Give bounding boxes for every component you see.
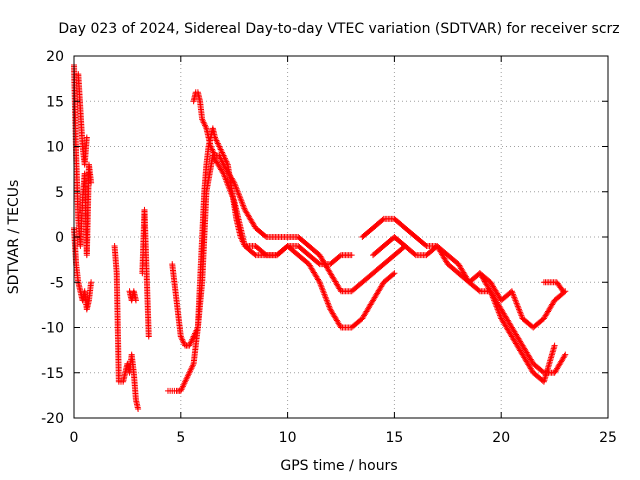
y-tick-label: -20 — [41, 411, 64, 427]
data-points — [71, 62, 569, 412]
series-track-early-rise — [75, 71, 90, 168]
data-point — [315, 260, 322, 267]
data-point — [562, 351, 569, 358]
data-point — [230, 178, 237, 185]
data-point — [559, 287, 566, 294]
y-tick-label: 15 — [46, 94, 64, 110]
x-tick-label: 15 — [385, 430, 403, 446]
axis-ticks: 0 5 10 15 20 25 20 15 10 5 0 -5 -10 -15 -20 — [41, 49, 617, 446]
data-point — [390, 271, 397, 278]
series-track-2h — [111, 243, 142, 412]
x-axis-label: GPS time / hours — [280, 458, 397, 474]
y-tick-label: 0 — [55, 230, 64, 246]
data-point — [348, 252, 355, 259]
data-point — [88, 179, 95, 186]
data-point — [219, 169, 226, 176]
data-point — [135, 405, 142, 412]
x-tick-label: 0 — [70, 430, 79, 446]
x-tick-label: 20 — [492, 430, 510, 446]
y-tick-label: 20 — [46, 49, 64, 65]
y-tick-label: -10 — [41, 321, 64, 337]
y-tick-label: 5 — [55, 185, 64, 201]
data-point — [561, 353, 568, 360]
data-point — [262, 232, 269, 239]
data-point — [486, 286, 493, 293]
data-point — [411, 251, 418, 258]
data-point — [379, 216, 386, 223]
data-point — [251, 251, 258, 258]
data-point — [539, 368, 546, 375]
series-track-early-drop — [71, 224, 95, 313]
data-point — [88, 279, 95, 286]
series-track-3.3h — [139, 206, 152, 340]
data-point — [145, 333, 152, 340]
data-point — [391, 270, 398, 277]
y-tick-label: -15 — [41, 366, 64, 382]
x-tick-label: 5 — [176, 430, 185, 446]
series-track-late-d — [540, 279, 567, 295]
data-point — [551, 342, 558, 349]
x-tick-label: 10 — [279, 430, 297, 446]
data-point — [315, 277, 322, 284]
data-point — [560, 288, 567, 295]
chart-title: Day 023 of 2024, Sidereal Day-to-day VTE… — [58, 21, 619, 37]
data-point — [336, 253, 343, 260]
data-point — [475, 287, 482, 294]
series-track-3h — [126, 288, 139, 304]
y-tick-label: -5 — [50, 275, 64, 291]
data-point — [422, 242, 429, 249]
data-point — [132, 297, 139, 304]
y-axis-label: SDTVAR / TECUs — [6, 180, 22, 295]
y-tick-label: 10 — [46, 140, 64, 156]
x-tick-label: 25 — [599, 430, 617, 446]
data-point — [83, 134, 90, 141]
series-track-5.7h — [190, 89, 409, 295]
series-track-4.8h — [169, 152, 398, 349]
series-track-late-c — [476, 270, 569, 331]
